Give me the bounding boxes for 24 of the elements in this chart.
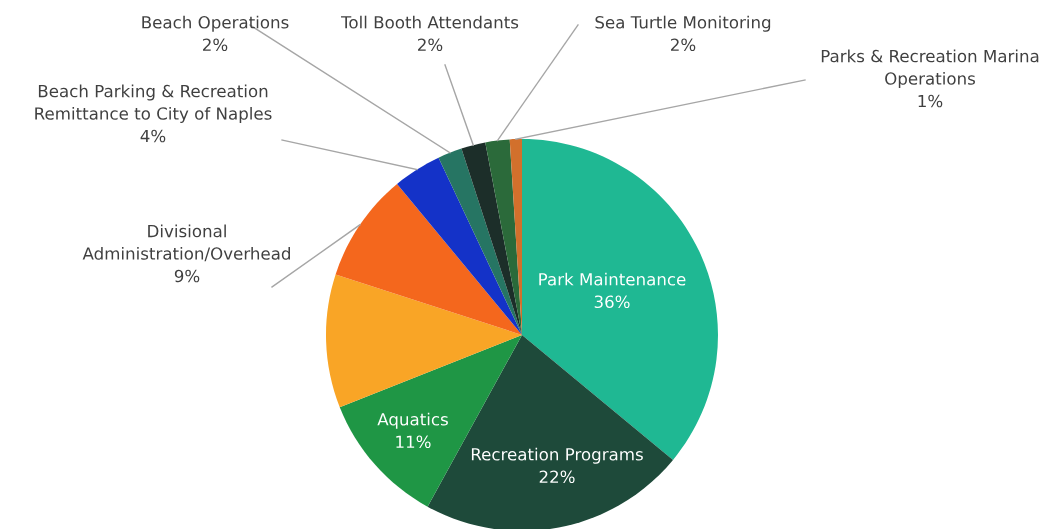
slice-label: Beach Operations <box>142 15 289 32</box>
pie-slice <box>438 148 522 335</box>
data-label: 2% <box>671 38 696 52</box>
slice-label: Divisional Administration/Overhead <box>82 224 290 262</box>
data-label: 4% <box>140 129 166 143</box>
pie-slice <box>335 183 522 335</box>
data-label: 22% <box>539 470 575 484</box>
data-label: 9% <box>174 269 200 283</box>
data-label: 1% <box>918 94 943 108</box>
data-label: 36% <box>594 295 630 309</box>
data-label: 2% <box>418 38 443 52</box>
data-label: 2% <box>203 38 228 52</box>
slice-label: Toll Booth Attendants <box>341 15 519 29</box>
slice-label: Parks & Recreation Marina Operations <box>821 49 1039 89</box>
slice-label: Beach Parking & Recreation Remittance to City of Naples <box>35 84 272 124</box>
data-label: 11% <box>396 435 431 449</box>
pie-slice <box>326 274 522 408</box>
slice-label: Sea Turtle Monitoring <box>595 15 771 32</box>
slice-label: Park Maintenance <box>539 272 686 286</box>
pie-slice <box>461 142 522 335</box>
slice-label: Recreation Programs <box>471 447 643 464</box>
pie-slice <box>397 157 522 335</box>
pie-slice <box>485 139 522 335</box>
slice-label: Aquatics <box>377 412 448 429</box>
